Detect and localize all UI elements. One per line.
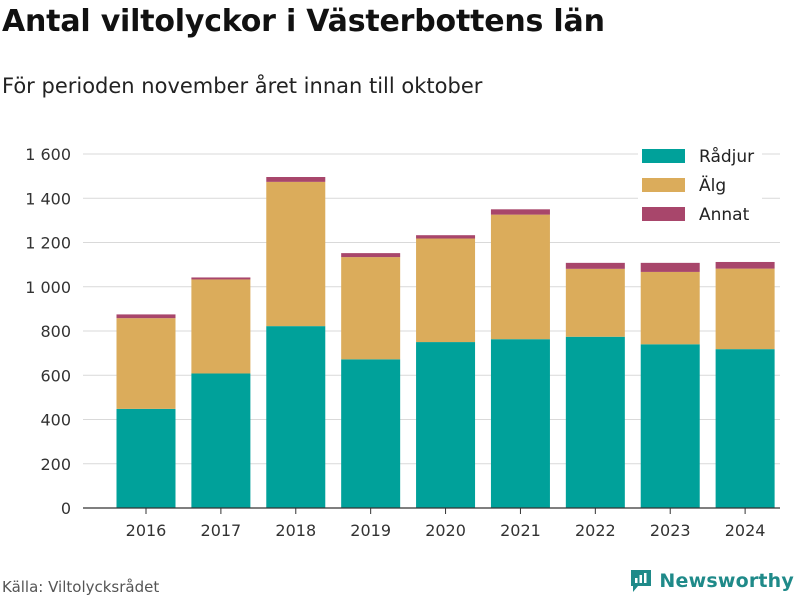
bar-älg-2023 (640, 271, 700, 345)
bar-rådjur-2018 (266, 326, 326, 508)
x-tick-label: 2023 (650, 521, 691, 540)
bar-annat-2021 (490, 209, 550, 215)
legend-label: Rådjur (699, 146, 754, 167)
legend-swatch-annat (642, 207, 685, 221)
page-subtitle: För perioden november året innan till ok… (2, 74, 483, 98)
bar-älg-2022 (565, 268, 625, 337)
bar-annat-2017 (191, 277, 251, 280)
y-tick-label: 0 (61, 499, 71, 518)
y-tick-label: 400 (40, 411, 71, 430)
x-tick-label: 2020 (425, 521, 466, 540)
bar-älg-2020 (416, 238, 476, 343)
bar-annat-2019 (341, 253, 401, 258)
bar-älg-2018 (266, 181, 326, 327)
x-tick-label: 2024 (725, 521, 766, 540)
x-tick-label: 2021 (500, 521, 541, 540)
bar-rådjur-2023 (640, 344, 700, 508)
bar-älg-2021 (490, 214, 550, 340)
x-tick-label: 2019 (350, 521, 391, 540)
y-tick-label: 800 (40, 322, 71, 341)
bar-älg-2016 (116, 318, 176, 409)
brand-logo: Newsworthy (629, 568, 794, 594)
legend-swatch-älg (642, 178, 685, 192)
page-title: Antal viltolyckor i Västerbottens län (2, 4, 605, 39)
x-tick-label: 2017 (201, 521, 242, 540)
legend-label: Älg (699, 175, 726, 196)
bar-älg-2017 (191, 279, 251, 374)
bar-rådjur-2016 (116, 408, 176, 508)
bar-rådjur-2020 (416, 342, 476, 508)
legend-swatch-rådjur (642, 149, 685, 163)
bar-rådjur-2019 (341, 359, 401, 508)
y-tick-label: 600 (40, 366, 71, 385)
bar-annat-2022 (565, 262, 625, 269)
y-tick-label: 200 (40, 455, 71, 474)
bar-annat-2024 (715, 261, 775, 269)
x-tick-label: 2016 (126, 521, 167, 540)
x-tick-label: 2018 (275, 521, 316, 540)
bar-älg-2019 (341, 257, 401, 360)
bar-rådjur-2017 (191, 373, 251, 508)
bar-rådjur-2024 (715, 349, 775, 508)
y-tick-label: 1 400 (25, 189, 71, 208)
bar-älg-2024 (715, 268, 775, 350)
brand-name: Newsworthy (659, 570, 794, 592)
bar-rådjur-2022 (565, 336, 625, 508)
y-tick-label: 1 200 (25, 234, 71, 253)
bar-annat-2023 (640, 262, 700, 272)
y-tick-label: 1 000 (25, 278, 71, 297)
source-note: Källa: Viltolycksrådet (2, 578, 160, 596)
bar-rådjur-2021 (490, 339, 550, 508)
newsworthy-logo-icon (631, 570, 652, 592)
x-tick-label: 2022 (575, 521, 616, 540)
y-tick-label: 1 600 (25, 145, 71, 164)
bar-annat-2016 (116, 314, 176, 319)
legend-label: Annat (699, 205, 750, 225)
bar-annat-2018 (266, 177, 326, 182)
bar-annat-2020 (416, 235, 476, 239)
